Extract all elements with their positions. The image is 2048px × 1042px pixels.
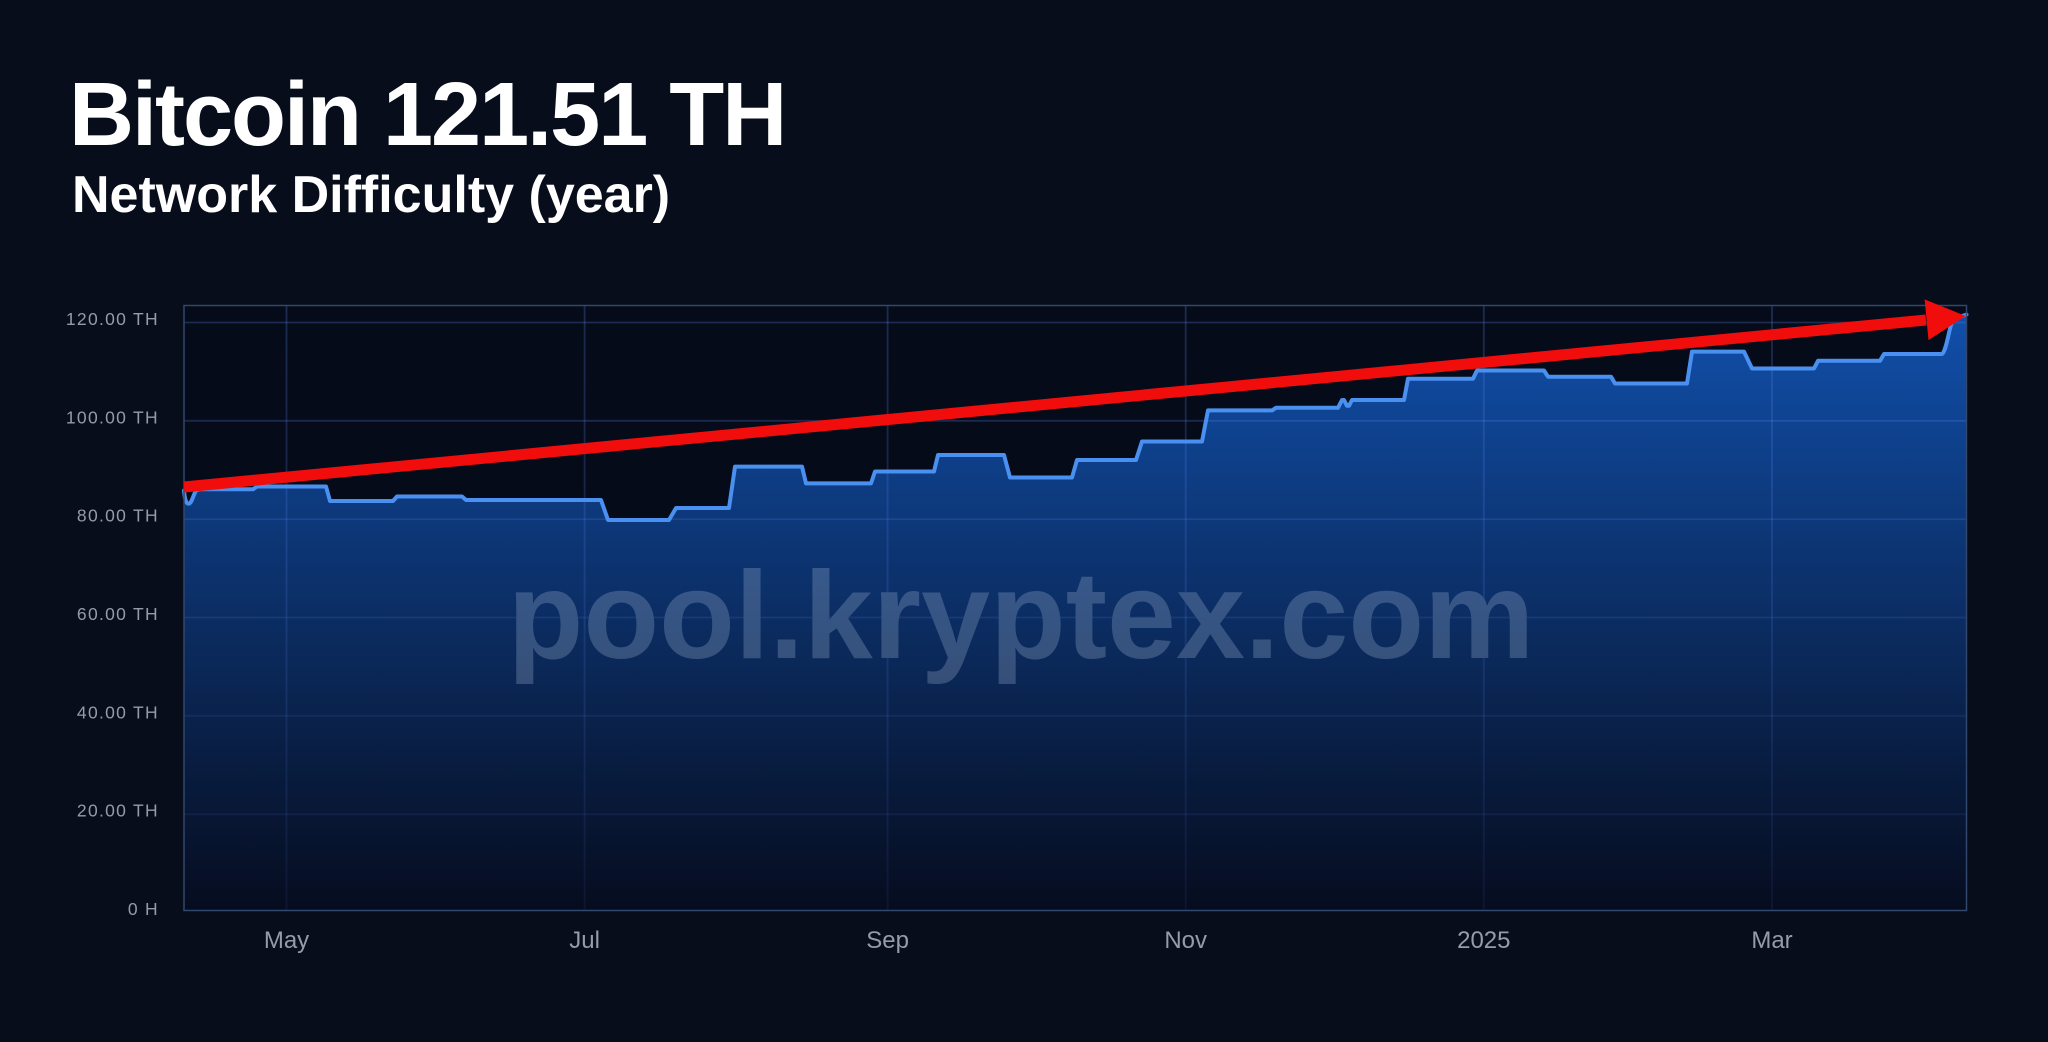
- svg-text:Jul: Jul: [569, 927, 600, 954]
- svg-text:60.00 TH: 60.00 TH: [77, 604, 159, 624]
- svg-text:120.00 TH: 120.00 TH: [66, 309, 159, 329]
- svg-text:2025: 2025: [1457, 927, 1510, 954]
- svg-text:100.00 TH: 100.00 TH: [66, 407, 159, 427]
- svg-text:Nov: Nov: [1164, 927, 1207, 954]
- svg-text:Sep: Sep: [866, 927, 909, 954]
- svg-text:Mar: Mar: [1751, 927, 1792, 954]
- svg-text:May: May: [264, 927, 309, 954]
- svg-text:20.00 TH: 20.00 TH: [77, 801, 159, 821]
- svg-text:pool.kryptex.com: pool.kryptex.com: [508, 547, 1535, 685]
- svg-text:0 H: 0 H: [128, 899, 159, 919]
- svg-text:40.00 TH: 40.00 TH: [77, 702, 159, 722]
- svg-text:80.00 TH: 80.00 TH: [77, 506, 159, 526]
